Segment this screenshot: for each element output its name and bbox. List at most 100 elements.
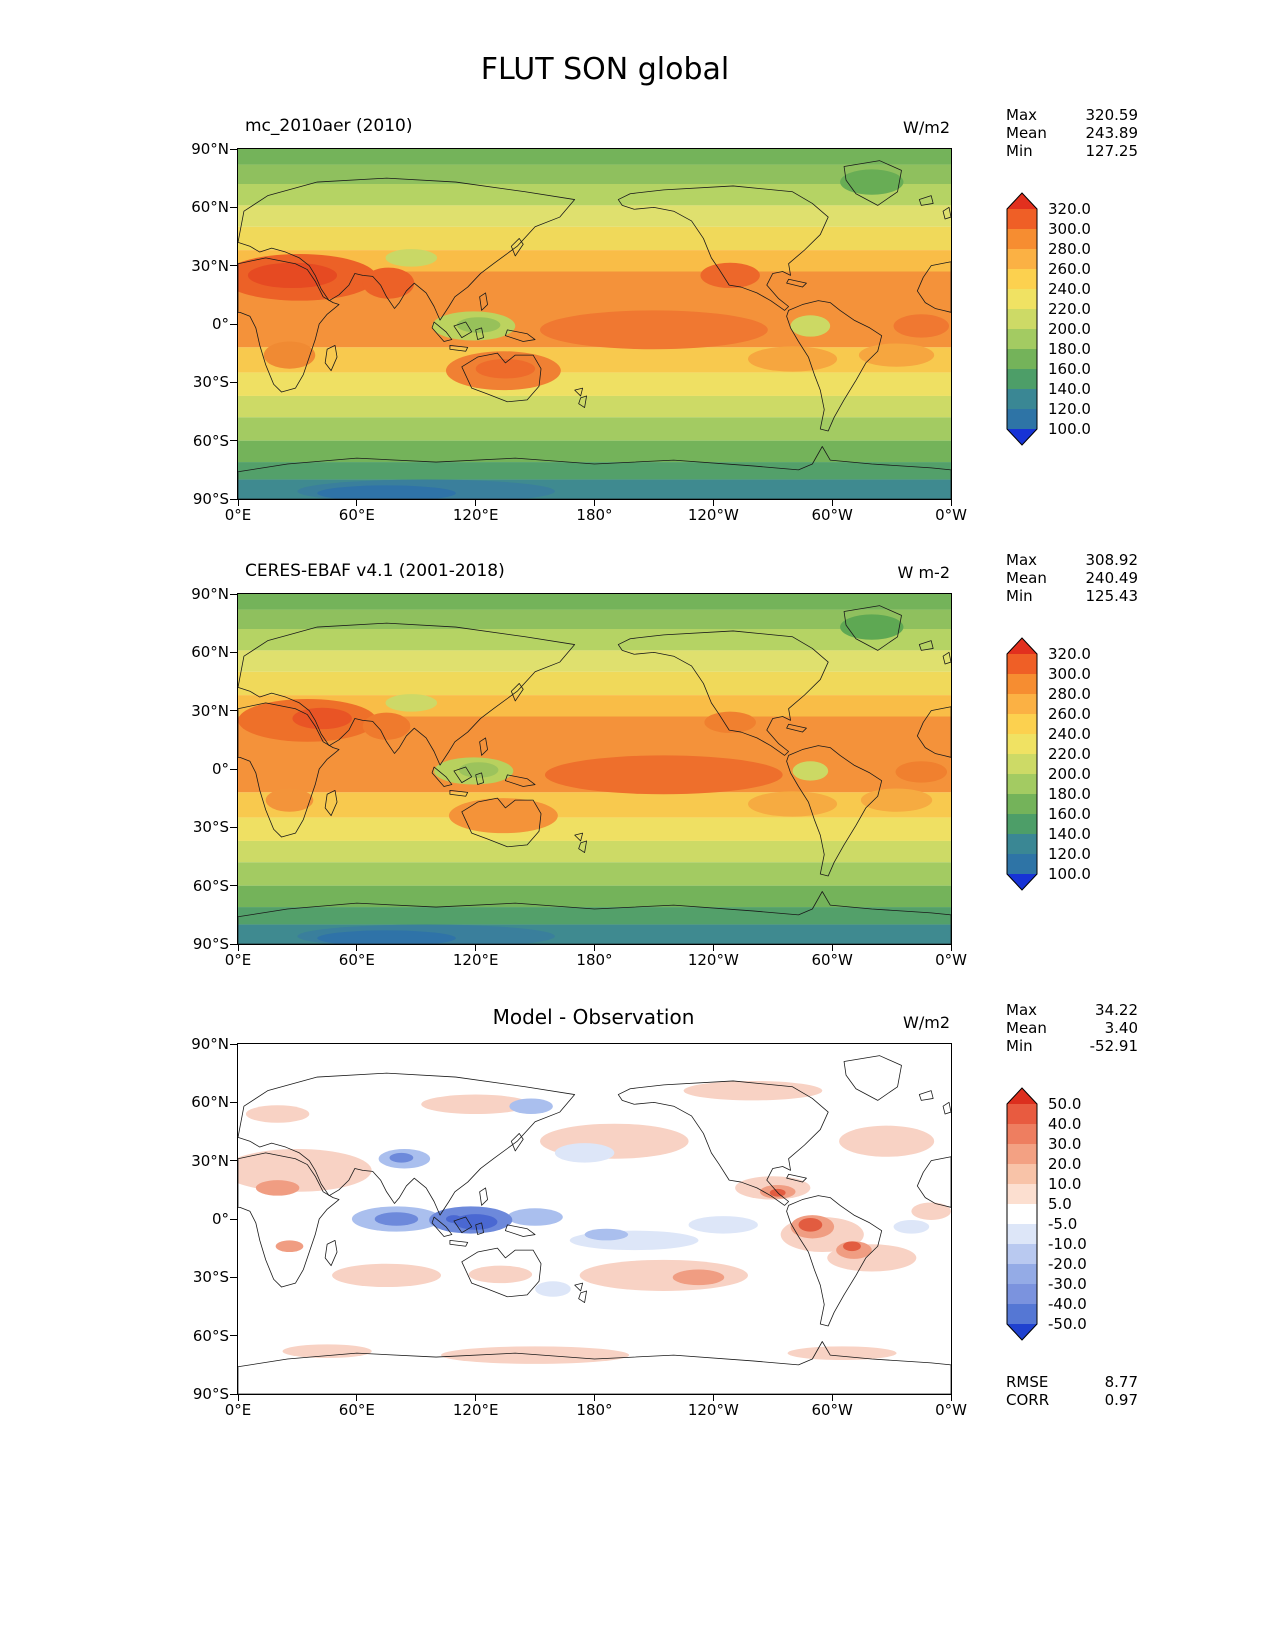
- lat-tick-label: 60°S: [192, 876, 229, 895]
- stat-corr: CORR 0.97: [1006, 1391, 1138, 1409]
- field-model: [238, 149, 951, 499]
- stat-label: Min: [1006, 1037, 1033, 1055]
- units-label: W/m2: [903, 1013, 950, 1032]
- lat-tick-mark: [230, 885, 237, 887]
- lon-tick-label: 60°E: [338, 951, 375, 969]
- stat-value: 243.89: [1085, 124, 1139, 142]
- lon-tick-mark: [950, 499, 952, 506]
- lat-tick-mark: [230, 593, 237, 595]
- colorbar-tick-label: -50.0: [1048, 1315, 1087, 1333]
- lon-tick-mark: [475, 944, 477, 951]
- lat-tick-label: 90°S: [192, 1385, 229, 1403]
- colorbar-tick-label: -30.0: [1048, 1275, 1087, 1293]
- colorbar-tick-label: 50.0: [1048, 1095, 1082, 1113]
- lat-tick-mark: [230, 1043, 237, 1045]
- colorbar-tick-label: 180.0: [1048, 785, 1091, 803]
- panel-title: mc_2010aer (2010): [245, 116, 413, 136]
- stat-min: Min 125.43: [1006, 587, 1138, 605]
- lat-tick-label: 90°N: [191, 140, 229, 158]
- colorbar-tick-label: 240.0: [1048, 725, 1091, 743]
- colorbar-tick-label: 300.0: [1048, 665, 1091, 683]
- lat-tick-label: 0°: [211, 760, 229, 778]
- stat-mean: Mean 3.40: [1006, 1019, 1138, 1037]
- lat-tick-mark: [230, 206, 237, 208]
- lon-tick-label: 180°: [576, 506, 613, 524]
- lon-tick-mark: [237, 1394, 239, 1401]
- lon-tick-mark: [475, 499, 477, 506]
- lon-tick-mark: [237, 944, 239, 951]
- error-stats-block: RMSE 8.77 CORR 0.97: [1006, 1373, 1138, 1409]
- colorbar-tick-label: 10.0: [1048, 1175, 1082, 1193]
- lat-tick-label: 60°N: [191, 198, 229, 217]
- lon-tick-label: 0°E: [224, 1401, 252, 1419]
- lon-tick-label: 120°E: [452, 951, 499, 969]
- colorbar-tick-label: 5.0: [1048, 1195, 1072, 1213]
- lon-tick-mark: [712, 499, 714, 506]
- lon-tick-mark: [594, 1394, 595, 1401]
- stat-label: CORR: [1006, 1391, 1050, 1409]
- lon-tick-mark: [237, 499, 239, 506]
- lon-tick-mark: [831, 499, 833, 506]
- stat-value: 8.77: [1104, 1373, 1138, 1391]
- colorbar-tick-label: -5.0: [1048, 1215, 1078, 1233]
- lat-tick-mark: [230, 265, 237, 267]
- lat-tick-label: 60°N: [191, 1093, 229, 1112]
- lon-tick-label: 60°E: [338, 1401, 375, 1419]
- lat-tick-label: 60°S: [192, 431, 229, 450]
- lat-tick-mark: [230, 148, 237, 150]
- stat-label: Min: [1006, 587, 1033, 605]
- panel-observation: CERES-EBAF v4.1 (2001-2018) W m-2 Max 308…: [0, 545, 1275, 995]
- lon-tick-mark: [831, 1394, 833, 1401]
- lon-tick-label: 60°E: [338, 506, 375, 524]
- colorbar-tick-label: 160.0: [1048, 805, 1091, 823]
- colorbar-tick-label: -20.0: [1048, 1255, 1087, 1273]
- lat-tick-mark: [230, 1218, 237, 1220]
- panel-difference: Model - Observation W/m2 Max 34.22 Mean 3.4…: [0, 995, 1275, 1445]
- colorbar: 320.0 300.0 280.0 260.0 240.0 220.0 200.0 180.0…: [1006, 192, 1136, 454]
- lon-tick-mark: [831, 944, 833, 951]
- lat-tick-label: 30°N: [191, 1151, 229, 1170]
- lon-tick-label: 120°W: [687, 506, 739, 524]
- map-model-svg: [238, 149, 951, 499]
- lon-tick-mark: [356, 944, 358, 951]
- lat-tick-label: 0°: [211, 1210, 229, 1228]
- colorbar-tick-label: 280.0: [1048, 240, 1091, 258]
- lon-tick-label: 0°W: [935, 506, 967, 524]
- figure-title: FLUT SON global: [480, 52, 730, 87]
- units-label: W m-2: [897, 563, 950, 582]
- lat-tick-mark: [230, 943, 237, 945]
- lat-tick-label: 0°: [211, 315, 229, 333]
- stat-label: Mean: [1006, 1019, 1047, 1037]
- colorbar-tick-label: 320.0: [1048, 645, 1091, 663]
- colorbar-tick-label: 320.0: [1048, 200, 1091, 218]
- colorbar-tick-label: 100.0: [1048, 420, 1091, 438]
- colorbar-tick-label: -40.0: [1048, 1295, 1087, 1313]
- colorbar-tick-label: 140.0: [1048, 380, 1091, 398]
- lon-tick-label: 120°W: [687, 1401, 739, 1419]
- stat-max: Max 308.92: [1006, 551, 1138, 569]
- lat-tick-label: 90°N: [191, 1035, 229, 1053]
- stat-value: 127.25: [1085, 142, 1139, 160]
- stat-value: -52.91: [1089, 1037, 1138, 1055]
- colorbar-svg: [1006, 1087, 1038, 1341]
- colorbar-tick-label: 260.0: [1048, 260, 1091, 278]
- lat-tick-mark: [230, 381, 237, 383]
- colorbar: 320.0 300.0 280.0 260.0 240.0 220.0 200.0 180.0…: [1006, 637, 1136, 899]
- lat-tick-mark: [230, 1393, 237, 1395]
- colorbar-tick-label: 140.0: [1048, 825, 1091, 843]
- stat-mean: Mean 240.49: [1006, 569, 1138, 587]
- colorbar-tick-label: 220.0: [1048, 745, 1091, 763]
- lat-tick-label: 90°S: [192, 490, 229, 508]
- lat-tick-label: 60°S: [192, 1326, 229, 1345]
- lat-tick-mark: [230, 651, 237, 653]
- map-difference-svg: [238, 1044, 951, 1394]
- field-observation: [238, 594, 951, 944]
- stat-min: Min 127.25: [1006, 142, 1138, 160]
- stat-label: Min: [1006, 142, 1033, 160]
- lon-tick-mark: [950, 1394, 952, 1401]
- stat-rmse: RMSE 8.77: [1006, 1373, 1138, 1391]
- colorbar-tick-label: 180.0: [1048, 340, 1091, 358]
- stat-value: 240.49: [1085, 569, 1139, 587]
- stat-label: Max: [1006, 1001, 1038, 1019]
